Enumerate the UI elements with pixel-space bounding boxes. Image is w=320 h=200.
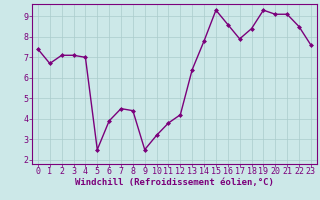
X-axis label: Windchill (Refroidissement éolien,°C): Windchill (Refroidissement éolien,°C) [75,178,274,187]
